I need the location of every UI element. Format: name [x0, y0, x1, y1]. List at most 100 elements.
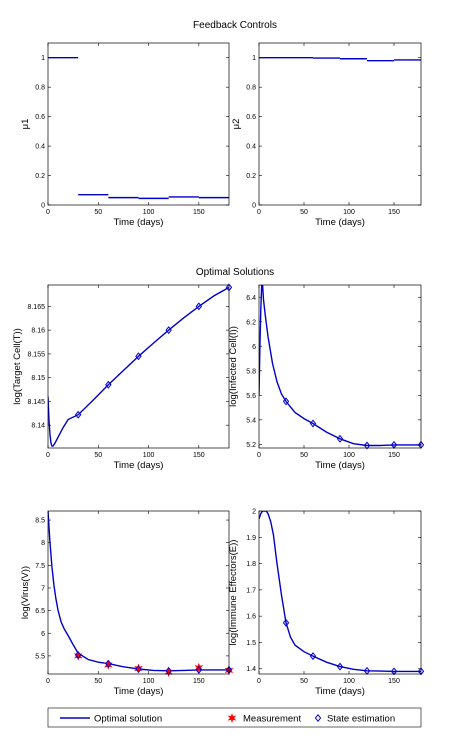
- y-tick-label: 6.5: [35, 608, 45, 615]
- y-tick-label: 0.6: [246, 114, 256, 121]
- plot-frame: [258, 510, 422, 675]
- subplot-3: 0 50 100 150 8.14 8.145 8.15 8.155 8.16 8.165 Time…: [12, 283, 233, 471]
- y-tick-label: 8.165: [27, 304, 45, 311]
- y-tick-label: 5.4: [246, 417, 256, 424]
- y-axis-label: log(Virus(V)): [20, 566, 31, 619]
- subplot-6: 0 50 100 150 1.4 1.5 1.6 1.7 1.8 1.9 2 Time (days) l…: [228, 509, 425, 697]
- plot-background: [48, 285, 229, 448]
- y-tick-label: 6.2: [246, 319, 256, 326]
- x-tick-label: 100: [343, 678, 355, 685]
- x-axis-label: Time (days): [315, 460, 365, 471]
- y-tick-label: 0.6: [35, 114, 45, 121]
- x-tick-label: 0: [257, 452, 261, 459]
- x-tick-label: 150: [193, 452, 205, 459]
- y-tick-label: 5.8: [246, 368, 256, 375]
- legend-diamond-marker: [314, 713, 322, 723]
- x-tick-label: 150: [388, 678, 400, 685]
- y-tick-label: 1.8: [246, 561, 256, 568]
- optimal-solution-line: [48, 286, 229, 447]
- y-tick-label: 0: [252, 203, 256, 210]
- plot-frame: [258, 42, 422, 206]
- x-tick-label: 50: [94, 209, 102, 216]
- y-tick-label: 6: [252, 344, 256, 351]
- estimation-point: [363, 441, 371, 450]
- y-tick-label: 6: [41, 631, 45, 638]
- estimation-point: [74, 650, 82, 659]
- estimation-point: [74, 410, 82, 419]
- subplot-4: 0 50 100 150 5.2 5.4 5.6 5.8 6 6.2 6.4 Time (days) l…: [228, 284, 425, 471]
- estimation-point: [309, 419, 317, 428]
- estimation-point: [105, 659, 112, 668]
- legend-star-swatch: [227, 712, 237, 724]
- y-tick-label: 6.4: [246, 295, 256, 302]
- estimation-point: [390, 667, 398, 676]
- plot-background: [48, 511, 229, 674]
- legend-label-estimation: State estimation: [327, 714, 395, 725]
- estimation-point: [336, 434, 344, 443]
- estimation-point: [195, 302, 203, 311]
- x-tick-label: 0: [46, 209, 50, 216]
- x-tick-label: 100: [143, 209, 155, 216]
- optimal-solution-line: [259, 285, 421, 447]
- y-tick-label: 7: [41, 585, 45, 592]
- y-tick-label: 0.4: [35, 144, 45, 151]
- y-axis: 1.4 1.5 1.6 1.7 1.8 1.9 2: [246, 509, 421, 673]
- x-tick-label: 50: [94, 452, 102, 459]
- series-group: [48, 511, 229, 672]
- x-tick-label: 0: [257, 209, 261, 216]
- estimation-point: [282, 618, 290, 627]
- plot-frame: [47, 510, 230, 675]
- x-axis-label: Time (days): [315, 217, 365, 228]
- x-axis-label: Time (days): [315, 686, 365, 697]
- series-group: [48, 286, 229, 447]
- y-tick-label: 2: [252, 509, 256, 516]
- measurement-point: [73, 650, 83, 662]
- x-tick-label: 50: [300, 209, 308, 216]
- title-feedback-controls: Feedback Controls: [193, 20, 277, 31]
- y-tick-label: 0: [41, 203, 45, 210]
- series-group: [48, 57, 229, 200]
- legend: Optimal solution Measurement State estim…: [47, 707, 422, 728]
- y-axis-label: log(Immune Effectors(E)): [228, 540, 239, 646]
- y-axis-label: log(Infected Cell(I)): [228, 326, 239, 407]
- y-tick-label: 1: [252, 55, 256, 62]
- subplot-2: 0 50 100 150 0 0.2 0.4 0.6 0.8 1 Time (days) μ2: [231, 42, 422, 228]
- estimation-point: [195, 665, 203, 674]
- y-tick-label: 5.6: [246, 393, 256, 400]
- x-tick-label: 0: [257, 678, 261, 685]
- y-tick-label: 8.14: [31, 423, 45, 430]
- legend-label-optimal: Optimal solution: [94, 714, 162, 725]
- subplot-5: 0 50 100 150 5.5 6 6.5 7 7.5 8 8.5 Time (days) log(V…: [20, 510, 234, 697]
- y-tick-label: 0.8: [246, 85, 256, 92]
- x-tick-label: 0: [46, 452, 50, 459]
- x-tick-label: 100: [143, 452, 155, 459]
- y-tick-label: 5.2: [246, 442, 256, 449]
- plot-background: [259, 43, 421, 205]
- x-tick-label: 50: [94, 678, 102, 685]
- estimation-point: [135, 665, 142, 674]
- x-tick-label: 100: [343, 452, 355, 459]
- y-tick-label: 1.9: [246, 535, 256, 542]
- x-tick-label: 150: [193, 209, 205, 216]
- measurement-point: [103, 659, 113, 671]
- measurement-point: [164, 667, 174, 678]
- x-axis-label: Time (days): [114, 460, 164, 471]
- plot-frame: [47, 42, 230, 206]
- measurement-point: [134, 663, 143, 674]
- y-tick-label: 1.6: [246, 614, 256, 621]
- y-tick-label: 8: [41, 540, 45, 547]
- title-optimal-solutions: Optimal Solutions: [196, 267, 274, 278]
- x-tick-label: 150: [388, 209, 400, 216]
- y-tick-label: 0.4: [246, 144, 256, 151]
- legend-star-marker: [227, 712, 237, 724]
- y-tick-label: 0.2: [246, 173, 256, 180]
- plot-background: [259, 511, 421, 674]
- y-tick-label: 5.5: [35, 653, 45, 660]
- estimation-point: [336, 662, 344, 671]
- measurement-point: [194, 662, 204, 673]
- estimation-point: [282, 397, 290, 406]
- optimal-solution-line: [259, 511, 421, 673]
- estimation-point: [105, 380, 112, 389]
- y-tick-label: 0.2: [35, 173, 45, 180]
